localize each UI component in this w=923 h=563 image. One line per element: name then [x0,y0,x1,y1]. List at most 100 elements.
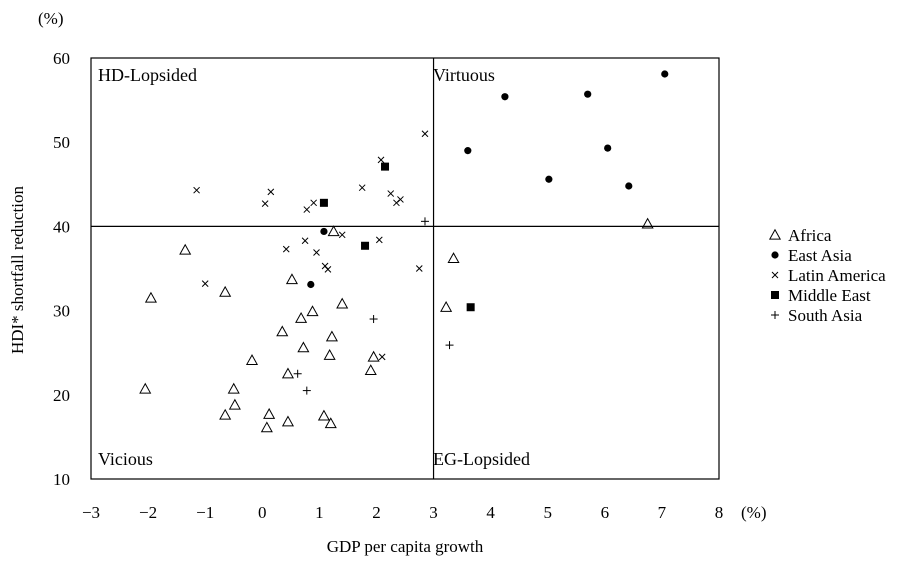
x-tick-label: −3 [82,503,100,522]
y-tick-label: 50 [53,133,70,152]
quadrant-label-bottom-left: Vicious [98,449,153,469]
point-africa [336,297,349,309]
point-africa [139,382,152,394]
legend-label-middle-east: Middle East [788,286,871,305]
point-latin-america [313,249,320,256]
point-east-asia [584,90,592,98]
y-tick-label: 40 [53,217,70,236]
point-africa [276,325,289,337]
point-latin-america [415,265,423,272]
legend-marker-east-asia [771,251,779,259]
point-south-asia [369,315,378,324]
point-africa [297,341,310,353]
point-africa [324,417,337,429]
point-south-asia [420,217,429,226]
point-africa [227,382,240,394]
point-south-asia [293,369,302,378]
point-africa [440,301,453,312]
x-tick-label: 2 [372,503,381,522]
point-latin-america [303,206,311,213]
point-africa [295,311,308,323]
legend-marker-south-asia [771,311,779,319]
point-africa [228,398,241,410]
point-africa [245,354,259,365]
x-tick-label: 4 [486,503,495,522]
data-points [139,70,669,433]
point-latin-america [387,190,395,197]
point-latin-america [378,353,386,361]
x-tick-label: −2 [139,503,157,522]
y-tick-label: 10 [53,470,70,489]
point-latin-america [377,156,385,164]
point-africa [263,407,276,419]
point-africa [281,415,295,427]
point-east-asia [625,182,633,190]
point-latin-america [193,186,200,194]
legend-label-east-asia: East Asia [788,246,852,265]
point-africa [325,330,338,342]
point-africa [364,364,377,376]
point-east-asia [604,144,612,152]
point-middle-east [361,241,370,250]
point-south-asia [302,386,311,395]
point-africa [285,273,299,285]
point-africa [219,285,232,297]
legend-marker-middle-east [771,291,779,299]
point-latin-america [397,196,404,203]
point-africa [323,348,336,360]
x-tick-label: 0 [258,503,267,522]
point-middle-east [466,303,475,312]
y-axis-unit: (%) [38,9,63,28]
point-africa [219,408,232,420]
point-africa [447,252,460,264]
quadrant-label-top-right: Virtuous [433,65,495,85]
point-africa [317,409,330,421]
x-tick-label: 8 [715,503,724,522]
point-africa [260,421,273,433]
y-tick-label: 60 [53,49,70,68]
point-latin-america [301,237,309,245]
point-latin-america [375,236,383,244]
x-axis-title: GDP per capita growth [327,537,484,556]
point-latin-america [201,280,209,288]
point-south-asia [445,341,454,350]
point-latin-america [421,130,429,138]
x-axis-ticks: −3 −2 −1 0 1 2 3 4 5 6 7 8 [82,503,723,522]
legend-label-latin-america: Latin America [788,266,886,285]
point-east-asia [501,93,509,101]
point-east-asia [464,147,472,155]
point-east-asia [320,227,328,236]
point-latin-america [358,184,366,192]
point-east-asia [307,280,315,289]
point-latin-america [261,200,269,208]
y-tick-label: 30 [53,302,70,321]
point-latin-america [282,245,290,253]
x-tick-label: 6 [601,503,610,522]
legend-marker-latin-america [771,271,779,279]
plot-frame [90,57,720,480]
quadrant-label-bottom-right: EG-Lopsided [433,449,530,469]
point-africa [281,367,295,379]
point-africa [641,217,654,229]
x-tick-label: 7 [658,503,667,522]
point-africa [367,350,380,362]
y-tick-label: 20 [53,386,70,405]
x-tick-label: 1 [315,503,324,522]
y-axis-ticks: 10 20 30 40 50 60 [53,49,70,489]
x-axis-unit: (%) [741,503,766,522]
x-tick-label: −1 [196,503,214,522]
point-middle-east [319,198,328,207]
legend-label-africa: Africa [788,226,832,245]
point-africa [327,225,340,237]
point-latin-america [267,188,275,196]
point-east-asia [661,70,669,78]
point-latin-america [310,199,318,207]
point-middle-east [381,162,390,171]
y-axis-title: HDI* shortfall reduction [8,185,27,354]
legend-label-south-asia: South Asia [788,306,863,325]
point-africa [144,291,157,303]
point-latin-america [324,265,332,273]
point-africa [179,243,192,255]
